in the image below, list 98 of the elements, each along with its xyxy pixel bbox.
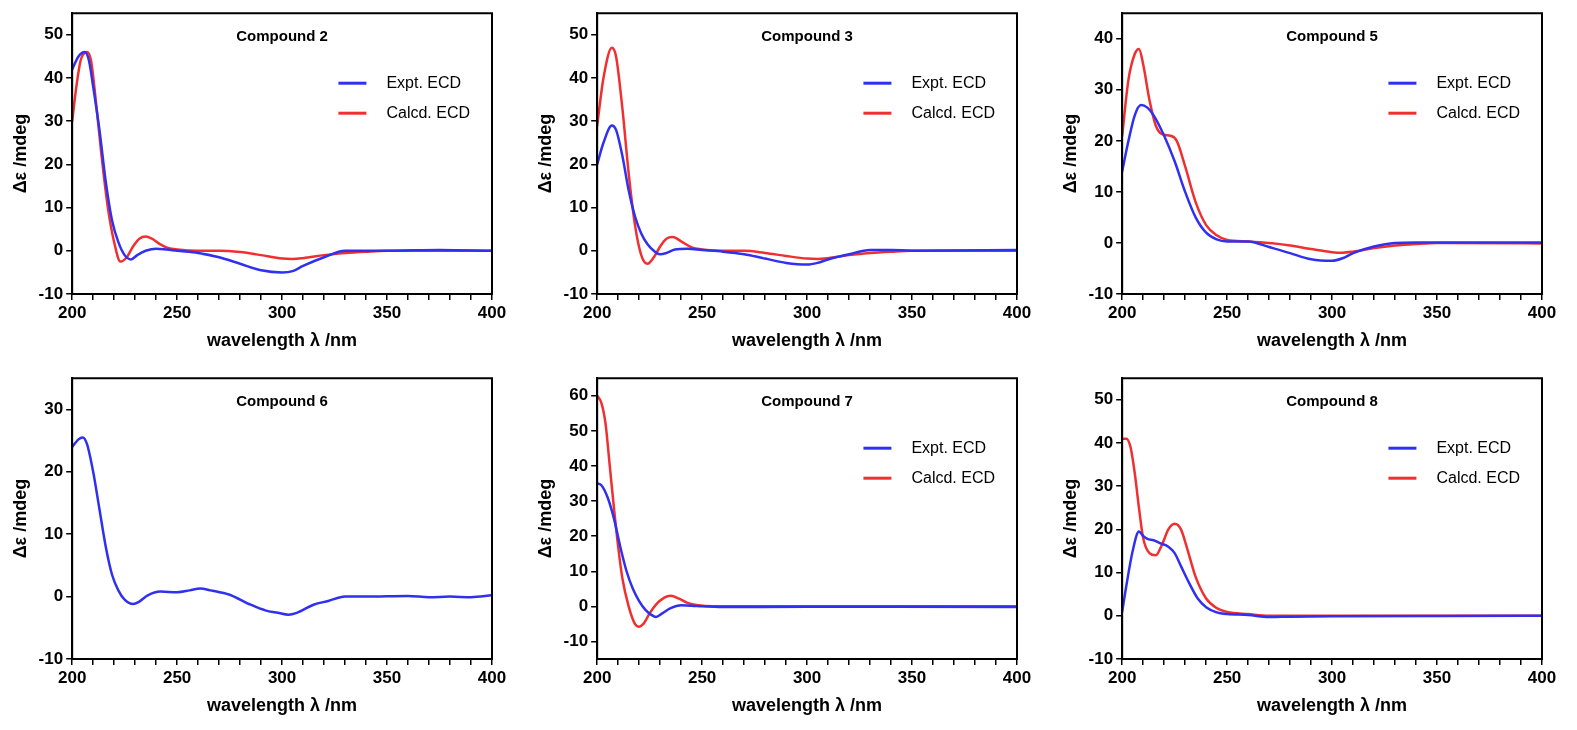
y-tick-label: 20 — [44, 154, 64, 174]
text: Compound 3 — [761, 27, 853, 45]
x-tick-label: 350 — [372, 302, 402, 322]
y-tick-label: -10 — [563, 631, 589, 651]
y-tick-label: 30 — [44, 399, 64, 419]
y-tick-label: 10 — [569, 560, 589, 580]
legend-label: Expt. ECD — [911, 73, 987, 91]
x-axis-title: wavelength λ /nm — [206, 330, 358, 351]
y-tick-label: 30 — [44, 110, 64, 130]
legend-label: Calcd. ECD — [1436, 103, 1520, 121]
y-tick-label: 60 — [569, 385, 589, 405]
x-tick-label: 400 — [477, 302, 507, 322]
x-axis-title: wavelength λ /nm — [1256, 695, 1408, 716]
x-tick-label: 350 — [1422, 302, 1452, 322]
y-axis-title: Δε /mdeg — [534, 478, 555, 559]
x-tick-label: 250 — [1212, 667, 1242, 687]
y-axis-title: Δε /mdeg — [9, 113, 30, 194]
x-tick-label: 400 — [1002, 667, 1032, 687]
y-axis-title: Δε /mdeg — [9, 478, 30, 559]
y-tick-label: -10 — [1088, 648, 1114, 668]
y-tick-label: 40 — [569, 67, 589, 87]
x-tick-label: 250 — [1212, 302, 1242, 322]
legend-label: Calcd. ECD — [1436, 468, 1520, 486]
x-tick-label: 400 — [1002, 302, 1032, 322]
y-tick-label: -10 — [1088, 283, 1114, 303]
y-tick-label: 20 — [44, 461, 64, 481]
x-tick-label: 400 — [1527, 302, 1557, 322]
x-tick-label: 350 — [897, 302, 927, 322]
x-tick-label: 400 — [477, 667, 507, 687]
x-tick-label: 300 — [1317, 667, 1347, 687]
legend-label: Expt. ECD — [911, 438, 987, 456]
legend-label: Calcd. ECD — [911, 468, 995, 486]
y-tick-label: 0 — [53, 586, 64, 606]
y-tick-label: 40 — [44, 67, 64, 87]
legend-label: Expt. ECD — [386, 73, 462, 91]
y-tick-label: 10 — [1094, 562, 1114, 582]
text: Compound 6 — [236, 392, 328, 410]
y-tick-label: 0 — [578, 240, 589, 260]
x-tick-label: 200 — [57, 302, 87, 322]
y-axis-title: Δε /mdeg — [534, 113, 555, 194]
y-tick-label: -10 — [38, 648, 64, 668]
x-tick-label: 200 — [582, 667, 612, 687]
text: Compound 7 — [761, 392, 853, 410]
x-tick-label: 200 — [1107, 302, 1137, 322]
y-tick-label: 50 — [44, 24, 64, 44]
x-tick-label: 200 — [57, 667, 87, 687]
y-tick-label: 0 — [53, 240, 64, 260]
legend-label: Expt. ECD — [1436, 73, 1512, 91]
y-tick-label: 50 — [1094, 389, 1114, 409]
x-axis-title: wavelength λ /nm — [206, 695, 358, 716]
y-tick-label: 50 — [569, 24, 589, 44]
y-tick-label: 0 — [578, 596, 589, 616]
x-tick-label: 200 — [1107, 667, 1137, 687]
x-tick-label: 250 — [687, 302, 717, 322]
x-axis-title: wavelength λ /nm — [731, 695, 883, 716]
x-tick-label: 200 — [582, 302, 612, 322]
y-axis-title: Δε /mdeg — [1059, 478, 1080, 559]
x-tick-label: 350 — [897, 667, 927, 687]
x-tick-label: 250 — [162, 667, 192, 687]
legend-label: Expt. ECD — [1436, 438, 1512, 456]
legend-label: Calcd. ECD — [386, 103, 470, 121]
y-tick-label: 0 — [1103, 232, 1114, 252]
y-tick-label: 30 — [1094, 79, 1114, 99]
text: Compound 8 — [1286, 392, 1378, 410]
x-tick-label: 400 — [1527, 667, 1557, 687]
x-tick-label: 300 — [792, 667, 822, 687]
x-tick-label: 350 — [372, 667, 402, 687]
y-tick-label: 40 — [1094, 432, 1114, 452]
y-tick-label: 20 — [1094, 130, 1114, 150]
y-tick-label: 10 — [44, 523, 64, 543]
y-tick-label: 30 — [569, 490, 589, 510]
y-tick-label: 0 — [1103, 605, 1114, 625]
text: Compound 2 — [236, 27, 328, 45]
y-tick-label: -10 — [563, 283, 589, 303]
y-tick-label: 30 — [569, 110, 589, 130]
y-tick-label: 20 — [569, 154, 589, 174]
legend-label: Calcd. ECD — [911, 103, 995, 121]
text: Compound 5 — [1286, 27, 1378, 45]
y-tick-label: 50 — [569, 420, 589, 440]
y-tick-label: 40 — [1094, 28, 1114, 48]
x-tick-label: 250 — [687, 667, 717, 687]
y-tick-label: -10 — [38, 283, 64, 303]
x-tick-label: 350 — [1422, 667, 1452, 687]
x-axis-title: wavelength λ /nm — [1256, 330, 1408, 351]
x-axis-title: wavelength λ /nm — [731, 330, 883, 351]
x-tick-label: 300 — [1317, 302, 1347, 322]
x-tick-label: 300 — [267, 667, 297, 687]
y-tick-label: 40 — [569, 455, 589, 475]
y-tick-label: 10 — [1094, 181, 1114, 201]
x-tick-label: 250 — [162, 302, 192, 322]
y-tick-label: 10 — [569, 197, 589, 217]
y-tick-label: 10 — [44, 197, 64, 217]
y-tick-label: 20 — [569, 525, 589, 545]
x-tick-label: 300 — [267, 302, 297, 322]
y-axis-title: Δε /mdeg — [1059, 113, 1080, 194]
y-tick-label: 20 — [1094, 519, 1114, 539]
x-tick-label: 300 — [792, 302, 822, 322]
y-tick-label: 30 — [1094, 475, 1114, 495]
